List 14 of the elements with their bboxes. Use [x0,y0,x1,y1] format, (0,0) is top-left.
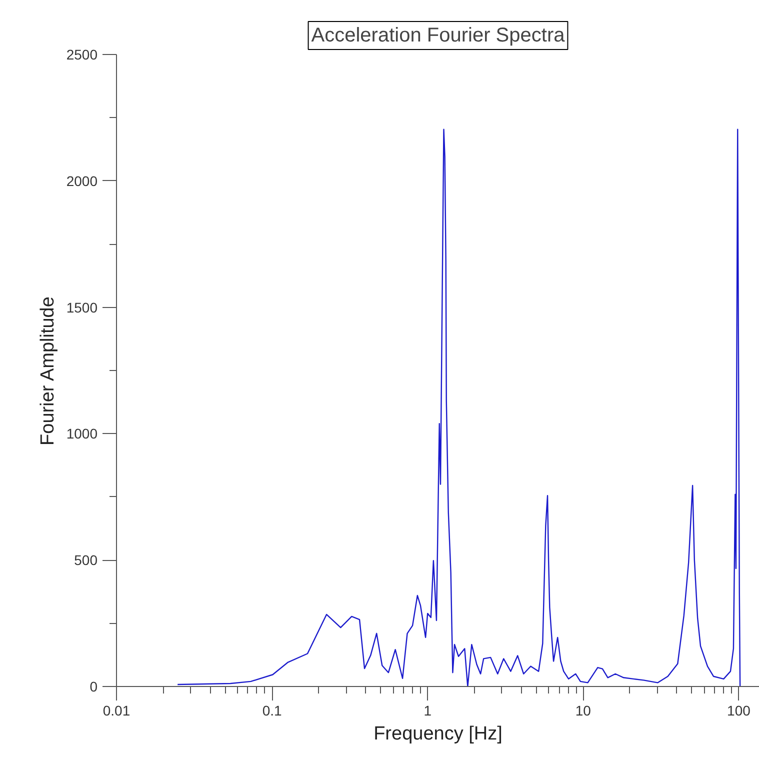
y-tick-label: 0 [90,678,98,694]
y-tick-label: 1000 [66,426,98,442]
chart-title: Acceleration Fourier Spectra [311,24,566,46]
y-axis-title: Fourier Amplitude [37,296,58,446]
x-axis-title: Frequency [Hz] [374,724,502,744]
y-tick-label: 2500 [66,46,98,62]
y-tick-label: 2000 [66,172,98,189]
x-tick-label: 0.01 [102,702,130,718]
x-tick-label: 1 [424,702,432,718]
x-tick-label: 10 [575,702,592,718]
y-tick-label: 1500 [66,299,98,316]
y-tick-label: 500 [74,552,98,568]
x-tick-label: 100 [727,702,751,718]
x-tick-label: 0.1 [262,702,282,718]
